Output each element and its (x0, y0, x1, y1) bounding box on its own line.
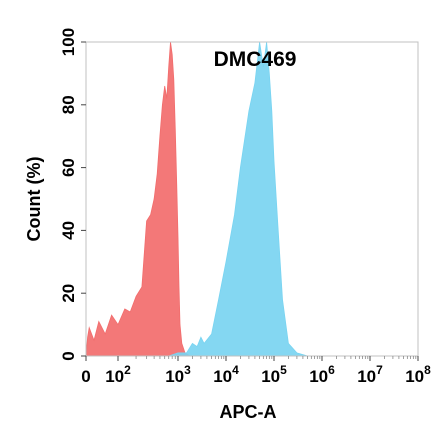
y-tick-label: 80 (59, 95, 78, 114)
y-tick-label: 0 (59, 351, 78, 360)
x-tick-label: 103 (165, 363, 191, 386)
y-tick-label: 100 (59, 28, 78, 56)
x-tick-label: 107 (357, 363, 383, 386)
x-tick-label: 104 (213, 363, 239, 386)
y-axis-title: Count (%) (24, 157, 44, 242)
y-tick-label: 20 (59, 284, 78, 303)
y-tick-label: 60 (59, 158, 78, 177)
tick-layer: 0 20 40 60 80 100 0 102 103 104 105 106 107 108 (59, 28, 431, 386)
x-tick-label: 106 (309, 363, 335, 386)
histogram-layer (85, 41, 308, 357)
histogram-series-2 (168, 41, 308, 357)
x-tick-label: 105 (261, 363, 287, 386)
histogram-series-1 (85, 41, 192, 357)
x-tick-label: 102 (105, 363, 131, 386)
x-tick-label: 108 (405, 363, 431, 386)
chart-title: DMC469 (214, 48, 297, 71)
x-axis-title: APC-A (220, 402, 277, 422)
y-tick-label: 40 (59, 221, 78, 240)
x-tick-label: 0 (81, 367, 90, 386)
